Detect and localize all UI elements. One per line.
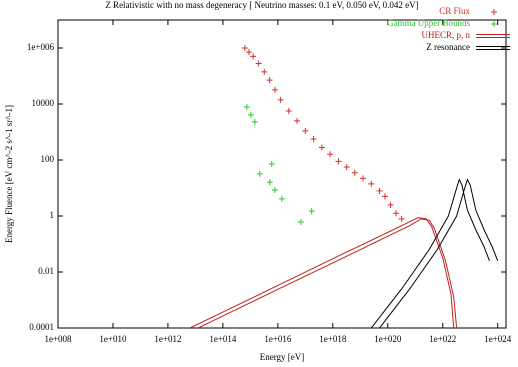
- y-tick-label: 10000: [32, 98, 55, 108]
- data-point: [255, 60, 262, 67]
- data-point: [266, 77, 273, 84]
- legend-label: CR Flux: [439, 6, 470, 16]
- chart-title: Z Relativistic with no mass degeneracy […: [105, 0, 418, 10]
- data-point: [277, 96, 284, 103]
- data-point: [335, 158, 342, 165]
- plot-frame: [57, 19, 507, 329]
- legend-swatch: [476, 46, 510, 50]
- x-tick-label: 1e+010: [99, 334, 127, 344]
- y-tick-label: 0.01: [38, 266, 54, 276]
- data-point: [297, 219, 304, 226]
- data-point: [271, 186, 278, 193]
- data-point: [250, 53, 257, 60]
- y-tick-label: 100: [41, 154, 55, 164]
- data-point: [398, 215, 405, 222]
- x-axis-label: Energy [eV]: [260, 352, 305, 362]
- y-tick-label: 1: [50, 210, 55, 220]
- x-tick-label: 1e+012: [154, 334, 181, 344]
- data-point: [308, 208, 315, 215]
- plot-area: [189, 45, 499, 328]
- x-tick-label: 1e+018: [319, 334, 347, 344]
- data-point: [261, 68, 268, 75]
- data-point: [368, 180, 375, 187]
- data-point: [272, 86, 279, 93]
- x-tick-label: 1e+022: [429, 334, 456, 344]
- data-point: [294, 117, 301, 124]
- x-tick-label: 1e+016: [264, 334, 292, 344]
- data-point: [243, 104, 250, 111]
- data-point: [318, 144, 325, 151]
- data-point: [285, 108, 292, 115]
- data-point: [343, 164, 350, 171]
- data-point: [268, 160, 275, 167]
- data-point: [247, 111, 254, 118]
- data-point: [310, 136, 317, 143]
- y-tick-label: 1e+006: [27, 42, 55, 52]
- legend-swatch: [491, 9, 497, 15]
- data-point: [251, 118, 258, 125]
- data-point: [387, 201, 394, 208]
- y-tick-label: 0.0001: [29, 322, 54, 332]
- data-line: [189, 217, 458, 328]
- data-point: [360, 175, 367, 182]
- data-point: [393, 210, 400, 217]
- legend-label: Gamma Upper Bounds: [387, 18, 470, 28]
- data-point: [302, 127, 309, 134]
- y-axis-label: Energy Fluence [eV cm^-2 s^-1 sr^-1]: [4, 105, 14, 243]
- x-tick-label: 1e+008: [44, 334, 72, 344]
- legend-swatch: [476, 34, 510, 38]
- x-tick-label: 1e+020: [374, 334, 402, 344]
- x-tick-label: 1e+024: [484, 334, 512, 344]
- legend-label: UHECR, p, n: [421, 30, 470, 40]
- data-point: [327, 151, 334, 158]
- data-point: [381, 193, 388, 200]
- legend-label: Z resonance: [426, 42, 470, 52]
- data-point: [256, 170, 263, 177]
- data-point: [278, 195, 285, 202]
- data-line: [370, 178, 499, 328]
- data-point: [376, 187, 383, 194]
- legend-swatch: [491, 21, 497, 27]
- data-point: [241, 45, 248, 51]
- data-point: [266, 179, 273, 186]
- data-point: [351, 169, 358, 176]
- x-tick-label: 1e+014: [209, 334, 237, 344]
- data-point: [245, 49, 252, 56]
